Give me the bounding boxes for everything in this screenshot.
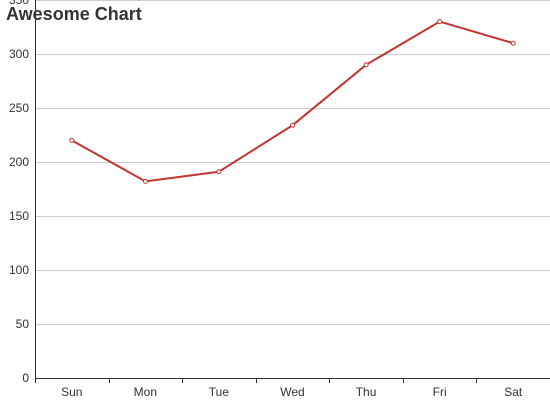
x-tick-label: Thu [356,385,377,399]
grid-lines [35,0,550,325]
data-point-mon[interactable] [142,178,148,184]
axes [35,0,550,383]
x-tick-label: Wed [280,385,304,399]
data-point-sun[interactable] [69,137,75,143]
tick-labels: 0 50 100 150 200 250 300 350 Sun Mon Tue Wed Thu Fri S… [9,0,523,399]
data-point-fri[interactable] [437,19,443,25]
y-tick-label: 50 [16,317,30,331]
series [69,19,516,184]
x-tick-label: Tue [209,385,230,399]
series-line [71,20,514,183]
y-tick-label: 300 [9,47,29,61]
data-point-thu[interactable] [363,62,369,68]
data-point-sat[interactable] [510,40,516,46]
data-point-wed[interactable] [290,122,295,128]
x-tick-label: Sat [504,385,523,399]
x-tick-label: Fri [433,385,447,399]
chart-title: Awesome Chart [6,4,142,24]
y-tick-label: 0 [22,371,29,385]
x-tick-label: Sun [61,385,82,399]
y-tick-label: 100 [9,263,29,277]
y-tick-label: 150 [9,209,29,223]
y-tick-label: 200 [9,155,29,169]
y-tick-label: 350 [9,0,29,7]
x-tick-label: Mon [134,385,157,399]
y-tick-label: 250 [9,101,29,115]
data-point-tue[interactable] [216,169,222,175]
